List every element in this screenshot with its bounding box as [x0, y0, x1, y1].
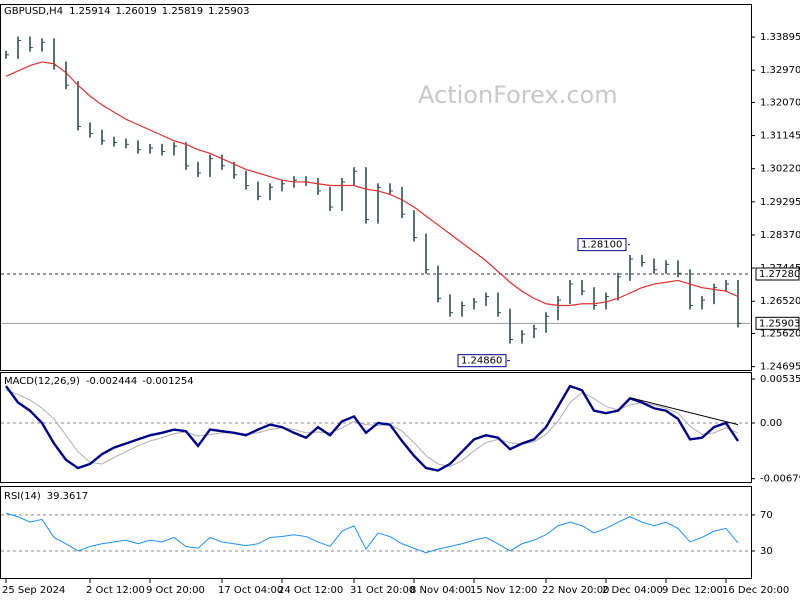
readout-value: -0.002444 [86, 376, 137, 387]
readout-value: -0.001254 [142, 376, 193, 387]
y-tick-label: 1.26520 [760, 296, 800, 307]
annotation-box [457, 354, 507, 368]
y-tick-label: 70 [760, 510, 773, 521]
rsi-panel [0, 486, 752, 579]
readout-value: 1.25914 [69, 6, 110, 17]
macd-line [5, 389, 739, 467]
y-tick-label: 0.00 [760, 418, 782, 429]
watermark: ActionForex.com [418, 81, 618, 109]
x-tick-label: 2 Dec 04:00 [602, 585, 663, 596]
macd-panel [0, 372, 752, 483]
annotation-label: 1.28100 [581, 240, 622, 251]
level-label: 1.25903 [759, 318, 800, 329]
x-tick-label: 25 Sep 2024 [2, 585, 65, 596]
x-tick-label: 2 Oct 12:00 [86, 585, 145, 596]
level-label: 1.27280 [759, 269, 800, 280]
readout-value: 39.3617 [47, 491, 88, 502]
y-tick-label: 0.005359 [760, 374, 800, 385]
y-tick-label: 1.33895 [760, 32, 800, 43]
x-tick-label: 24 Oct 12:00 [278, 585, 343, 596]
x-tick-label: 9 Dec 12:00 [662, 585, 723, 596]
y-tick-label: 1.31145 [760, 131, 800, 142]
x-tick-label: 22 Nov 20:00 [542, 585, 609, 596]
indicator-title: RSI(14) [4, 491, 41, 502]
y-tick-label: 1.28370 [760, 230, 800, 241]
x-tick-label: 31 Oct 20:00 [350, 585, 415, 596]
x-tick-label: 8 Nov 04:00 [410, 585, 471, 596]
indicator-title: MACD(12,26,9) [4, 376, 80, 387]
price-panel [0, 4, 752, 371]
y-tick-label: 30 [760, 546, 773, 557]
macd-line [5, 384, 739, 472]
x-tick-label: 9 Oct 20:00 [146, 585, 205, 596]
annotation-label: 1.24860 [461, 356, 502, 367]
y-tick-label: 1.32070 [760, 97, 800, 108]
rsi-line [5, 512, 739, 554]
x-tick-label: 17 Oct 04:00 [218, 585, 283, 596]
y-tick-label: 1.32970 [760, 65, 800, 76]
trendline [629, 397, 739, 426]
y-tick-label: 1.29295 [760, 197, 800, 208]
y-tick-label: 1.25620 [760, 328, 800, 339]
y-tick-label: -0.006798 [760, 474, 800, 485]
indicator-title: GBPUSD,H4 [4, 6, 63, 17]
x-tick-label: 16 Dec 20:00 [722, 585, 789, 596]
level-label-box [755, 316, 800, 330]
moving-average [5, 61, 739, 307]
x-tick-label: 15 Nov 12:00 [470, 585, 537, 596]
level-label-box [755, 267, 800, 281]
readout-value: 1.25903 [208, 6, 249, 17]
annotation-box [577, 238, 627, 252]
y-tick-label: 1.24695 [760, 362, 800, 373]
readout-value: 1.25819 [162, 6, 203, 17]
y-tick-label: 1.30220 [760, 164, 800, 175]
readout-value: 1.26019 [115, 6, 156, 17]
